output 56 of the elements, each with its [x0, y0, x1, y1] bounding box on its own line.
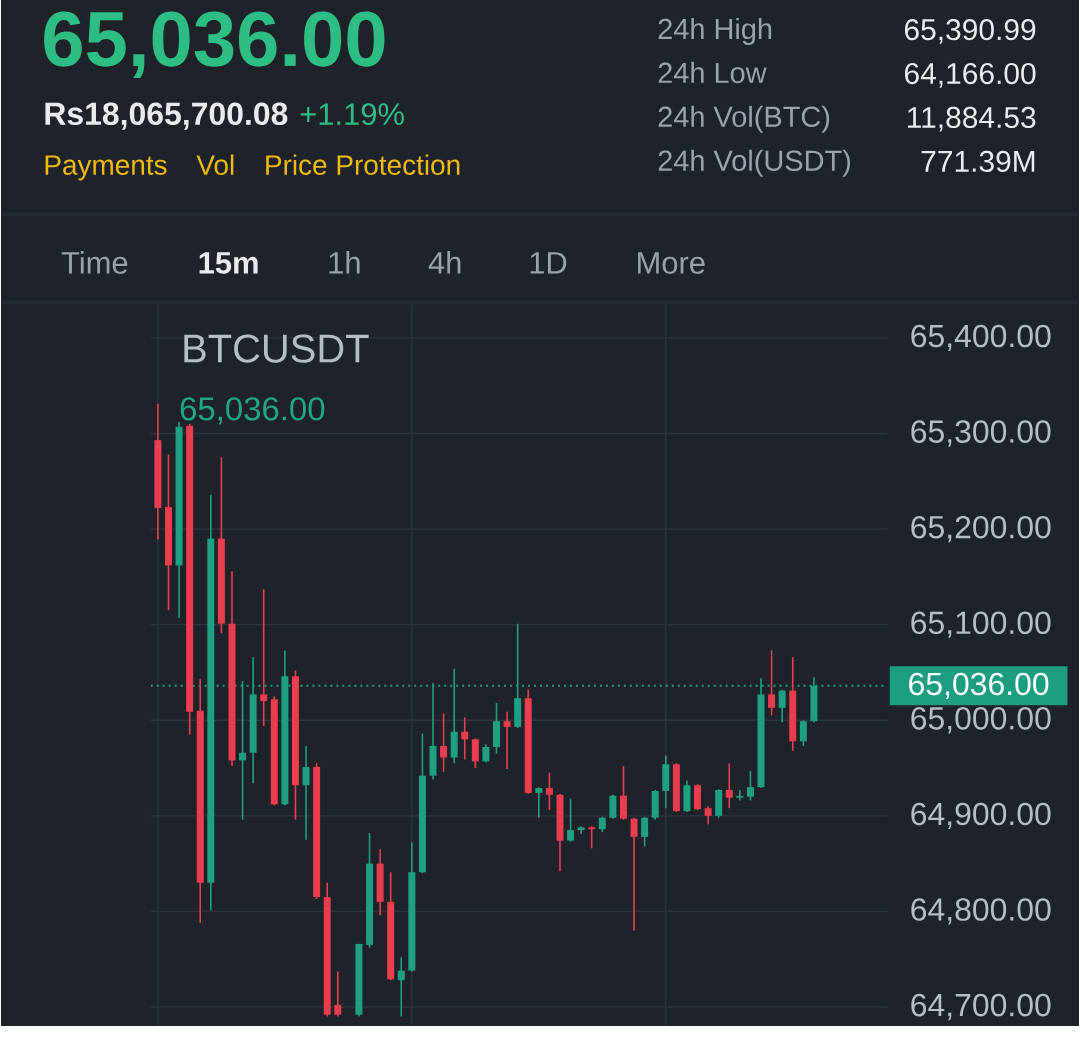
text: Rs18,065,700.08 — [45, 102, 288, 130]
ref-line-label: 65,036.00 — [909, 672, 1049, 700]
candlestick — [630, 817, 638, 932]
candlestick — [260, 588, 268, 727]
y-tick-label: 65,200.00 — [911, 515, 1051, 543]
annotation: 65,036.00 — [180, 397, 325, 425]
candlestick — [799, 719, 807, 747]
text: 11,884.53 — [907, 106, 1036, 132]
candlestick — [694, 783, 702, 811]
y-tick-label: 65,100.00 — [911, 611, 1051, 638]
candlestick — [725, 762, 733, 810]
y-tick-label: 65,400.00 — [911, 324, 1051, 352]
y-tick-label: 65,000.00 — [911, 707, 1051, 734]
text: 24h Vol(BTC) — [658, 105, 830, 133]
candlestick — [397, 956, 405, 1018]
candlestick — [482, 743, 490, 764]
y-tick-label: 64,900.00 — [911, 802, 1051, 830]
text: 65,390.99 — [905, 19, 1036, 44]
candlestick — [736, 789, 744, 802]
text: 1D — [530, 252, 567, 274]
candlestick — [471, 737, 479, 769]
candlestick — [609, 794, 617, 820]
candlestick — [619, 765, 627, 821]
candlestick — [778, 688, 786, 724]
text: 24h Low — [658, 61, 767, 84]
candlestick — [302, 745, 310, 841]
candlestick — [704, 805, 712, 826]
candlestick — [768, 649, 776, 717]
candlestick — [503, 710, 511, 770]
y-tick-label: 64,800.00 — [911, 898, 1051, 925]
candlestick — [440, 712, 448, 773]
text: 24h High — [658, 18, 772, 46]
text: Price Protection — [266, 154, 460, 176]
candlestick — [334, 970, 342, 1018]
candlestick — [461, 716, 469, 761]
text: Time — [61, 251, 128, 274]
text: 64,166.00 — [905, 63, 1036, 88]
candlestick — [588, 825, 596, 850]
candlestick — [545, 772, 553, 811]
text: 4h — [428, 251, 461, 274]
candlestick — [641, 816, 649, 848]
text: 24h Vol(USDT) — [658, 149, 851, 177]
y-tick-label: 65,300.00 — [911, 420, 1051, 447]
text: 15m — [199, 252, 258, 274]
candlestick — [746, 770, 754, 802]
text: 1h — [329, 251, 360, 274]
text: BTCUSDT — [184, 334, 369, 363]
text: 771.39M — [921, 150, 1035, 173]
text: Payments — [45, 155, 167, 181]
candlestick — [535, 786, 543, 819]
text: 65,036.00 — [44, 11, 385, 79]
text: +1.19% — [300, 103, 404, 126]
text: Vol — [196, 154, 234, 176]
candlestick — [567, 797, 575, 843]
y-tick-label: 64,700.00 — [911, 993, 1051, 1021]
text: More — [638, 252, 705, 274]
